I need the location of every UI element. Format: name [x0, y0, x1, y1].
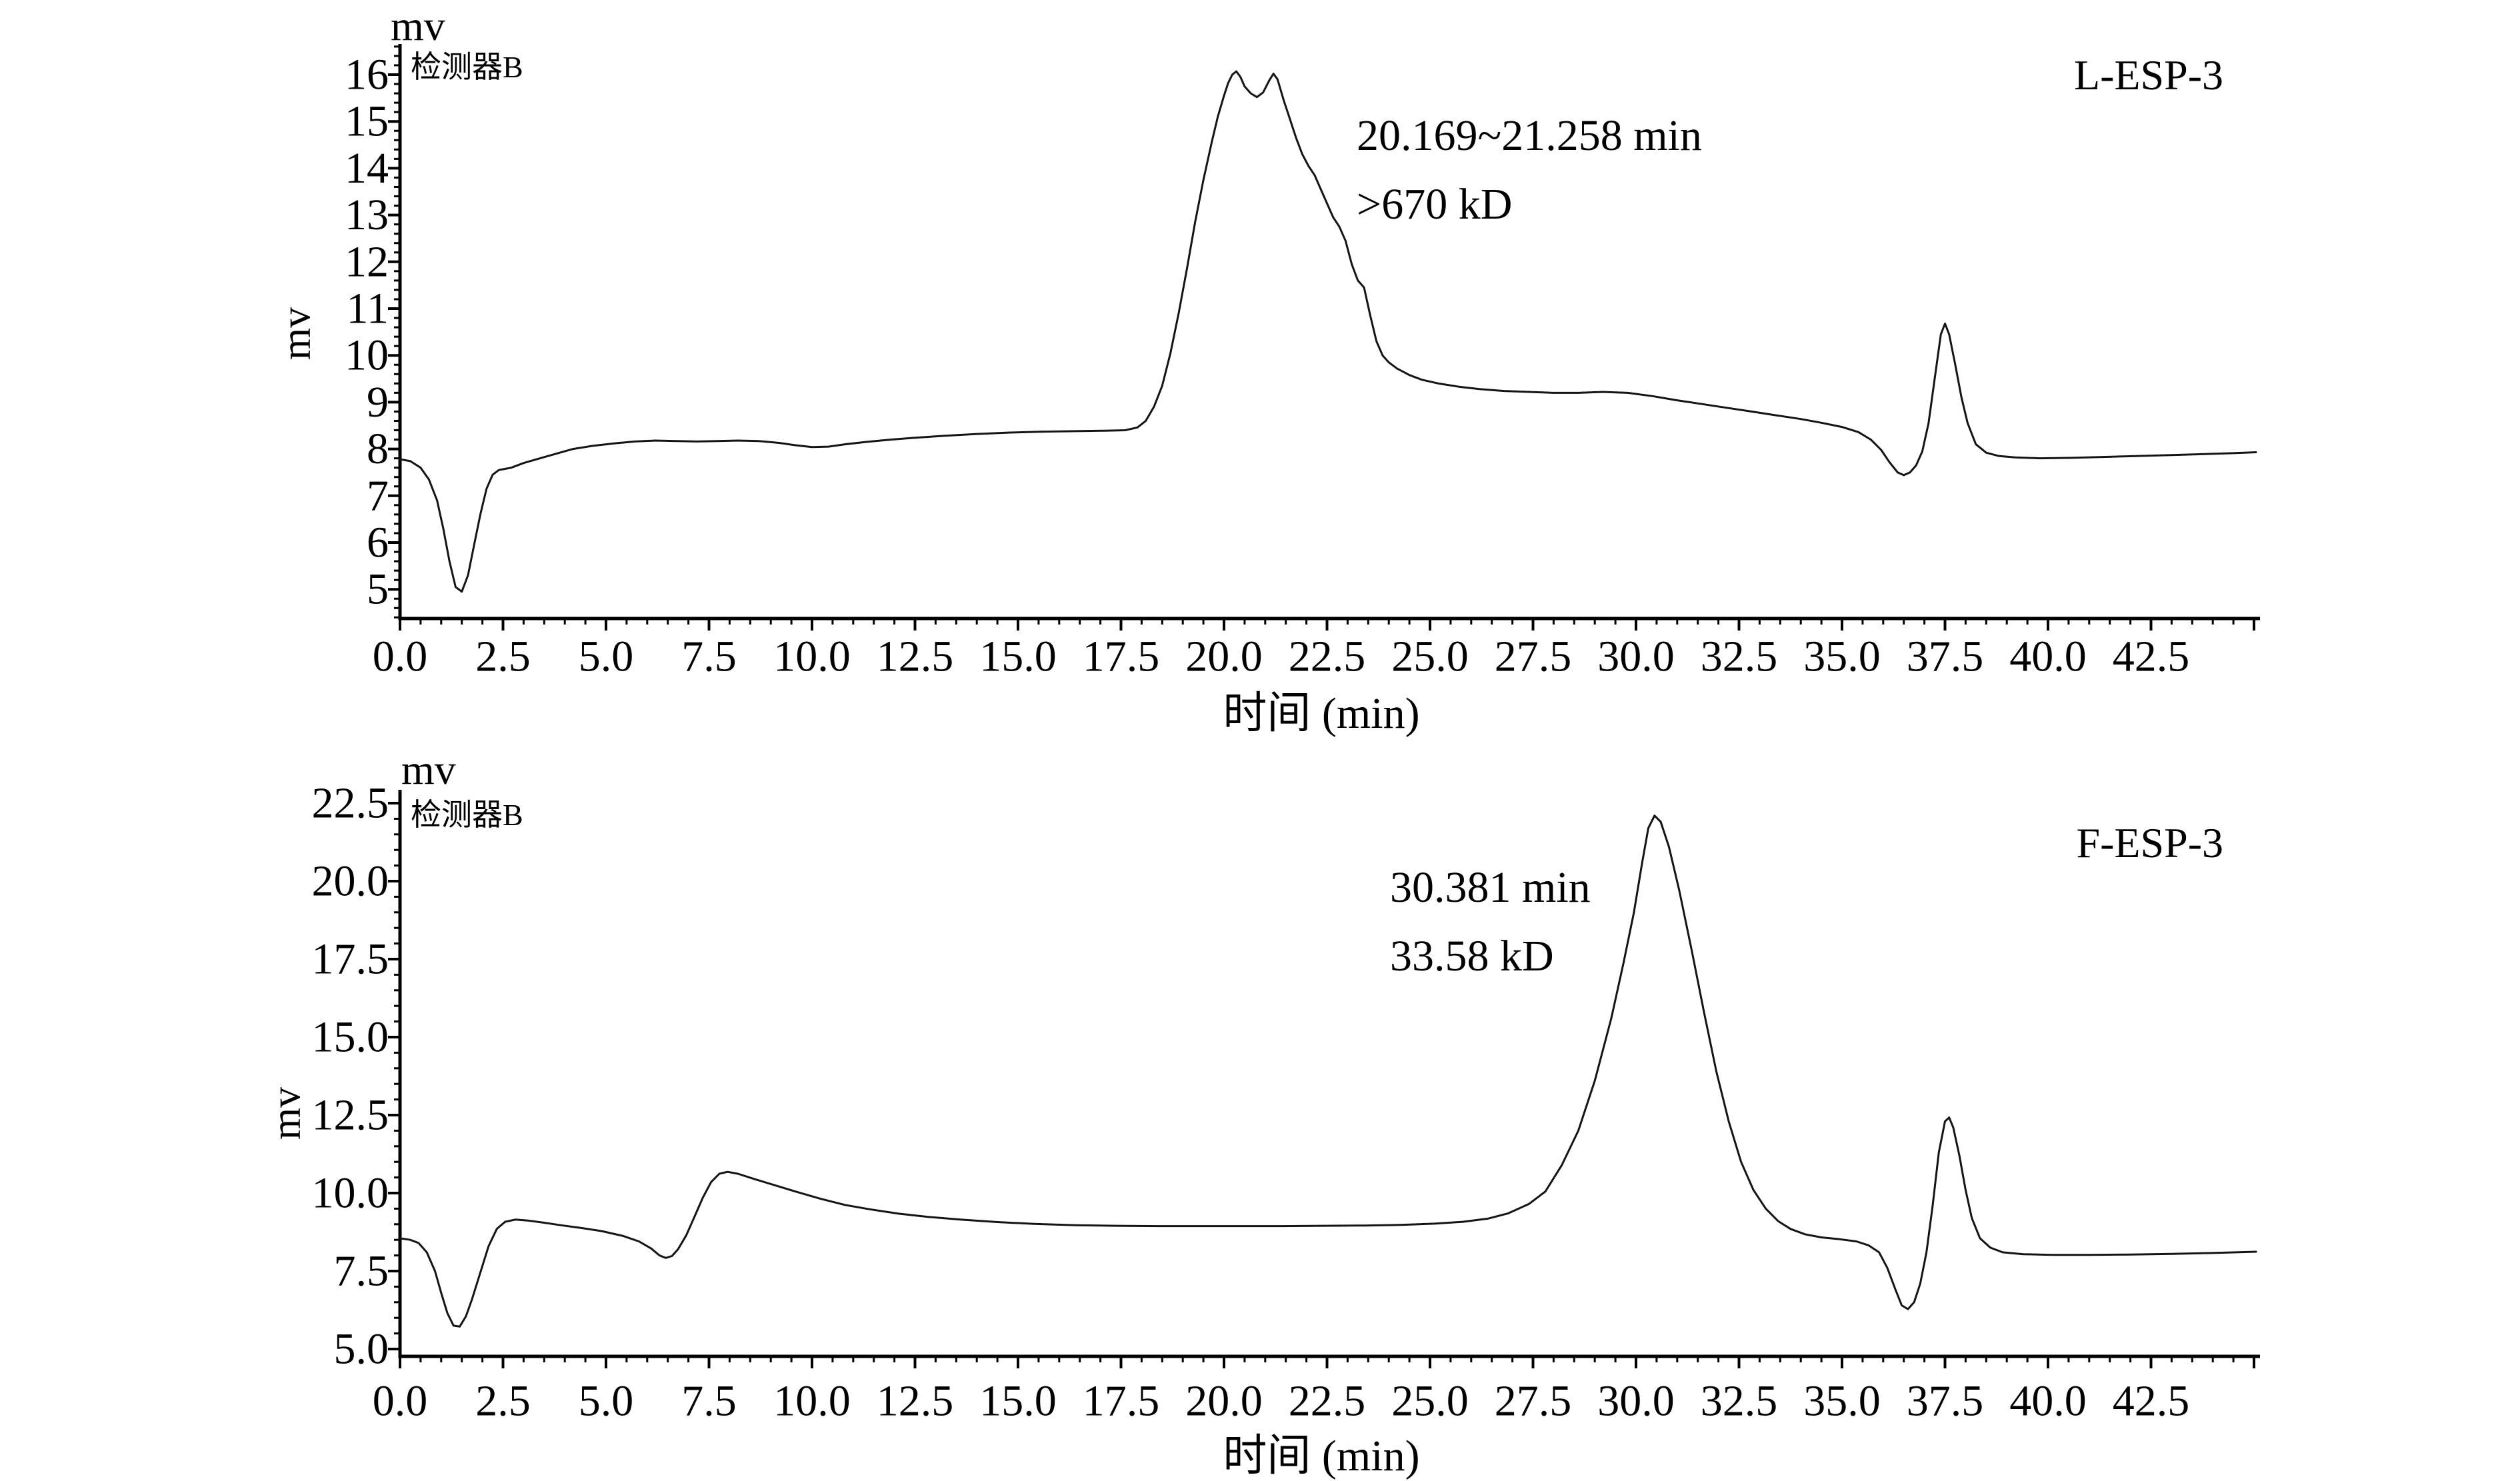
- x-tick-label: 42.5: [2113, 633, 2190, 681]
- y-unit-label-top: mv: [391, 2, 445, 49]
- x-tick-label: 15.0: [979, 633, 1057, 681]
- x-tick-label: 32.5: [1701, 1377, 1778, 1426]
- x-tick-label: 35.0: [1803, 633, 1881, 681]
- y-tick-label: 12: [345, 237, 389, 286]
- x-tick-label: 17.5: [1083, 1377, 1160, 1426]
- x-tick-label: 25.0: [1391, 1377, 1469, 1426]
- y-tick-label: 6: [367, 519, 389, 567]
- x-tick-label: 17.5: [1083, 633, 1160, 681]
- x-axis-title: 时间 (min): [1223, 689, 1420, 738]
- y-tick-label: 17.5: [312, 935, 389, 984]
- x-tick-label: 30.0: [1597, 633, 1675, 681]
- x-tick-label: 22.5: [1289, 633, 1366, 681]
- x-tick-label: 27.5: [1495, 1377, 1572, 1426]
- y-tick-label: 7.5: [334, 1247, 389, 1296]
- peak-annotation-line1: 20.169~21.258 min: [1357, 111, 1702, 160]
- y-tick-label: 12.5: [312, 1091, 389, 1140]
- x-tick-label: 0.0: [373, 633, 428, 681]
- x-tick-label: 5.0: [579, 633, 634, 681]
- x-tick-label: 10.0: [773, 633, 851, 681]
- y-tick-label: 13: [345, 191, 389, 239]
- y-tick-label: 11: [346, 285, 389, 333]
- detector-label: 检测器B: [411, 50, 523, 84]
- y-tick-label: 14: [345, 144, 389, 193]
- y-tick-label: 16: [345, 51, 389, 99]
- y-axis-unit-rotated: mv: [273, 307, 319, 361]
- x-tick-label: 27.5: [1495, 633, 1572, 681]
- peak-annotation: 20.169~21.258 min >670 kD: [1357, 101, 1702, 239]
- x-tick-label: 10.0: [773, 1377, 851, 1426]
- y-tick-label: 9: [367, 378, 389, 427]
- x-tick-label: 37.5: [1907, 1377, 1984, 1426]
- sample-title: L-ESP-3: [2074, 51, 2223, 99]
- y-tick-label: 8: [367, 425, 389, 473]
- x-tick-label: 0.0: [373, 1377, 428, 1426]
- y-tick-label: 15.0: [312, 1013, 389, 1062]
- axis-frame: [398, 44, 2260, 621]
- y-tick-label: 22.5: [312, 779, 389, 828]
- axis-frame: [398, 790, 2260, 1358]
- x-tick-label: 12.5: [877, 1377, 954, 1426]
- y-tick-label: 7: [367, 471, 389, 520]
- x-tick-label: 2.5: [475, 1377, 531, 1426]
- y-tick-label: 15: [345, 97, 389, 146]
- x-tick-label: 5.0: [579, 1377, 634, 1426]
- x-tick-label: 15.0: [979, 1377, 1057, 1426]
- x-tick-label: 20.0: [1185, 633, 1263, 681]
- x-tick-label: 37.5: [1907, 633, 1984, 681]
- x-tick-label: 30.0: [1597, 1377, 1675, 1426]
- peak-annotation-line2: >670 kD: [1357, 180, 1513, 229]
- x-tick-label: 7.5: [681, 1377, 737, 1426]
- y-tick-label: 5.0: [334, 1325, 389, 1374]
- chart-bottom-f-esp-3: 0.0 2.5 5.0 7.5 10.0 12.5 15.0 17.5 20.0 22.5 25.0…: [312, 779, 2260, 1426]
- x-tick-label: 2.5: [475, 633, 531, 681]
- y-tick-label: 5: [367, 565, 389, 614]
- x-tick-label: 32.5: [1701, 633, 1778, 681]
- x-tick-label: 42.5: [2113, 1377, 2190, 1426]
- y-tick-label: 10: [345, 331, 389, 380]
- chromatogram-trace: [399, 814, 2257, 1328]
- peak-annotation: 30.381 min 33.58 kD: [1390, 853, 1591, 990]
- peak-annotation-line1: 30.381 min: [1390, 863, 1591, 912]
- x-tick-label: 35.0: [1803, 1377, 1881, 1426]
- x-tick-label: 40.0: [2009, 633, 2087, 681]
- x-tick-label: 20.0: [1185, 1377, 1263, 1426]
- chromatogram-trace: [399, 70, 2257, 593]
- x-tick-label: 25.0: [1391, 633, 1469, 681]
- peak-annotation-line2: 33.58 kD: [1390, 932, 1554, 980]
- y-tick-label: 10.0: [312, 1169, 389, 1218]
- x-tick-label: 40.0: [2009, 1377, 2087, 1426]
- sample-title: F-ESP-3: [2076, 819, 2224, 866]
- y-tick-label: 20.0: [312, 857, 389, 906]
- x-tick-label: 12.5: [877, 633, 954, 681]
- x-tick-label: 22.5: [1289, 1377, 1366, 1426]
- y-unit-label-top: mv: [401, 746, 456, 793]
- detector-label: 检测器B: [411, 798, 523, 832]
- x-tick-label: 7.5: [681, 633, 737, 681]
- x-axis-title: 时间 (min): [1223, 1432, 1420, 1480]
- chart-top-l-esp-3: 0.0 2.5 5.0 7.5 10.0 12.5 15.0 17.5 20.0 22.5 25.0…: [345, 44, 2260, 681]
- y-axis-unit-rotated: mv: [263, 1086, 309, 1140]
